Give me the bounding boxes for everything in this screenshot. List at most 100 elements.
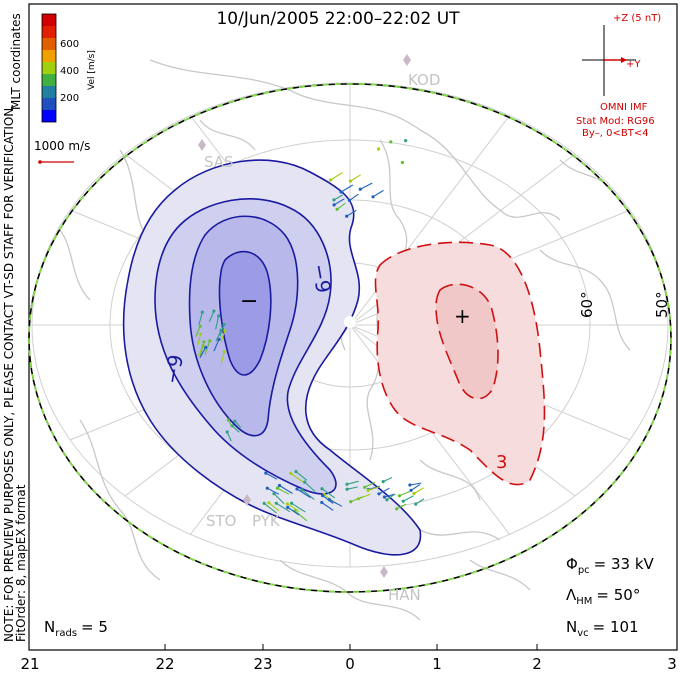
vector-line bbox=[402, 495, 414, 502]
vector-line bbox=[360, 182, 373, 190]
vector-origin bbox=[404, 139, 408, 143]
coordinate-note: MLT coordinates bbox=[9, 13, 23, 110]
vector-line bbox=[199, 347, 207, 358]
positive-max-marker: + bbox=[454, 304, 471, 328]
colorbar-label: Vel [m/s] bbox=[87, 50, 97, 90]
vector-line bbox=[279, 485, 293, 494]
vector-line bbox=[287, 503, 300, 513]
negative-contour-label-2: −9 bbox=[159, 353, 188, 386]
vector-line bbox=[301, 489, 315, 500]
vector-line bbox=[346, 486, 358, 490]
vector-line bbox=[197, 334, 202, 345]
velocity-colorbar bbox=[41, 13, 57, 123]
vector-line bbox=[386, 493, 396, 501]
mlt-tick-2: 2 bbox=[532, 655, 542, 673]
vector-line bbox=[322, 495, 334, 504]
station-label-sas: SAS bbox=[204, 153, 234, 171]
colorbar-tick-200: 200 bbox=[60, 93, 79, 104]
vector-line bbox=[349, 193, 359, 201]
station-label-sto: STO bbox=[206, 512, 237, 530]
vector-line bbox=[396, 503, 407, 510]
mlt-tick-3: 3 bbox=[667, 655, 677, 673]
vector-line bbox=[208, 310, 215, 323]
fit-order-note: FitOrder: 8, mapEX format bbox=[14, 484, 28, 642]
vector-line bbox=[220, 351, 225, 365]
vector-line bbox=[367, 486, 380, 491]
vector-line bbox=[384, 493, 395, 498]
vector-line bbox=[346, 480, 359, 485]
vector-line bbox=[199, 341, 205, 356]
vector-line bbox=[413, 487, 424, 494]
vector-origin bbox=[389, 140, 393, 144]
imf-y-label: +Y bbox=[626, 59, 641, 70]
vector-line bbox=[263, 502, 277, 514]
phi-pc-stat: Φpc = 33 kV bbox=[566, 555, 655, 576]
vector-line bbox=[215, 330, 222, 342]
vector-line bbox=[273, 493, 285, 504]
vector-line bbox=[265, 472, 278, 480]
positive-cell bbox=[374, 241, 546, 486]
vector-line bbox=[346, 209, 357, 217]
latitude-label-60: 60° bbox=[578, 291, 596, 318]
mlt-tick-21: 21 bbox=[20, 655, 39, 673]
mlt-tick-0: 0 bbox=[345, 655, 355, 673]
preview-note: NOTE: FOR PREVIEW PURPOSES ONLY, PLEASE … bbox=[2, 104, 16, 642]
vector-origin bbox=[376, 147, 381, 151]
imf-source: OMNI IMF bbox=[600, 102, 648, 113]
vector-line bbox=[267, 487, 280, 495]
nrads-stat: Nrads = 5 bbox=[44, 618, 108, 639]
vector-line bbox=[410, 484, 421, 491]
mlt-tick-marks bbox=[164, 644, 538, 650]
vector-scale-label: 1000 m/s bbox=[34, 139, 90, 153]
station-label-han: HAN bbox=[388, 586, 421, 604]
vector-line bbox=[378, 487, 390, 495]
velocity-vectors bbox=[195, 139, 425, 522]
latitude-label-50: 50° bbox=[653, 291, 671, 318]
vector-origin bbox=[400, 160, 404, 165]
mlt-tick-1: 1 bbox=[432, 655, 442, 673]
vector-line bbox=[213, 339, 220, 352]
map-title: 10/Jun/2005 22:00–22:02 UT bbox=[216, 9, 460, 29]
vector-line bbox=[287, 506, 300, 516]
vector-line bbox=[296, 488, 311, 499]
colorbar-tick-600: 600 bbox=[60, 39, 79, 50]
vector-line bbox=[321, 502, 334, 511]
positive-contour-label: 3 bbox=[496, 452, 507, 473]
vector-line bbox=[220, 330, 226, 343]
vector-line bbox=[304, 481, 316, 493]
nvc-stat: Nvc = 101 bbox=[566, 618, 639, 639]
vector-line bbox=[294, 510, 308, 522]
vector-line bbox=[231, 425, 240, 433]
vector-line bbox=[195, 325, 201, 337]
vector-line bbox=[336, 202, 346, 210]
lambda-hm-stat: ΛHM = 50° bbox=[566, 586, 640, 607]
vector-line bbox=[372, 189, 384, 198]
negative-min-marker: − bbox=[240, 289, 258, 314]
station-label-kod: KOD bbox=[408, 71, 440, 89]
imf-conditions: By–, 0<BT<4 bbox=[582, 128, 649, 139]
vector-line bbox=[204, 340, 211, 355]
negative-contour-label: −9 bbox=[307, 262, 336, 295]
station-markers bbox=[198, 54, 411, 578]
imf-dial bbox=[582, 25, 636, 96]
vector-line bbox=[330, 172, 343, 181]
colorbar-tick-400: 400 bbox=[60, 66, 79, 77]
hm-boundary-dash bbox=[28, 83, 672, 593]
imf-model: Stat Mod: RG96 bbox=[576, 116, 655, 127]
vector-line bbox=[295, 471, 308, 481]
vector-line bbox=[198, 311, 203, 325]
mlt-tick-22: 22 bbox=[155, 655, 174, 673]
vector-line bbox=[277, 487, 290, 495]
pole-marker bbox=[344, 316, 356, 328]
imf-z-label: +Z (5 nT) bbox=[613, 13, 661, 24]
vector-line bbox=[350, 174, 361, 182]
vector-line bbox=[291, 502, 306, 513]
vector-line bbox=[382, 477, 393, 483]
vector-line bbox=[276, 502, 291, 513]
vector-line bbox=[340, 184, 354, 193]
vector-line bbox=[268, 502, 280, 512]
vector-line bbox=[227, 419, 234, 428]
vector-line bbox=[350, 496, 363, 503]
vector-line bbox=[333, 194, 343, 201]
